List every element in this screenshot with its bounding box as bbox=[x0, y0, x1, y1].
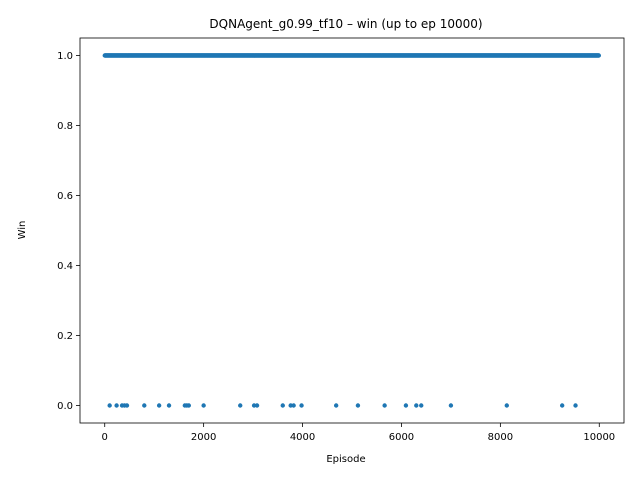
x-axis-label: Episode bbox=[326, 454, 365, 465]
data-point-loss bbox=[156, 403, 162, 408]
plot-frame bbox=[79, 37, 625, 424]
x-tick-label: 6000 bbox=[389, 432, 414, 443]
x-tick-label: 8000 bbox=[488, 432, 513, 443]
data-point-loss bbox=[201, 403, 206, 408]
data-point-loss bbox=[280, 403, 285, 408]
y-axis: 0.0 0.2 0.4 0.6 0.8 1.0 bbox=[57, 51, 80, 412]
data-point-loss bbox=[142, 403, 147, 408]
data-point-loss bbox=[299, 403, 304, 408]
x-tick-label: 10000 bbox=[583, 432, 615, 443]
data-point-loss bbox=[107, 403, 112, 408]
data-point-loss bbox=[419, 403, 424, 408]
data-point-loss bbox=[186, 403, 191, 408]
data-point-win bbox=[596, 53, 602, 58]
y-tick-label: 0.2 bbox=[57, 331, 73, 342]
y-axis-label: Win bbox=[17, 221, 28, 240]
data-point-loss bbox=[403, 403, 409, 408]
data-point-loss bbox=[559, 403, 565, 408]
data-point-loss bbox=[573, 403, 578, 408]
x-axis: 0 2000 4000 6000 8000 10000 bbox=[102, 423, 615, 443]
data-point-loss bbox=[355, 403, 361, 408]
data-point-loss bbox=[166, 403, 172, 408]
data-point-loss bbox=[382, 403, 387, 408]
chart-title: DQNAgent_g0.99_tf10 – win (up to ep 1000… bbox=[209, 17, 482, 31]
data-point-loss bbox=[333, 403, 339, 408]
data-point-loss bbox=[291, 403, 296, 408]
x-tick-label: 0 bbox=[102, 432, 108, 443]
y-tick-label: 0.6 bbox=[57, 191, 73, 202]
data-point-loss bbox=[124, 403, 130, 408]
x-tick-label: 2000 bbox=[191, 432, 216, 443]
y-tick-label: 0.4 bbox=[57, 261, 73, 272]
data-point-loss bbox=[114, 403, 119, 408]
data-point-loss bbox=[504, 403, 509, 408]
y-tick-label: 0.8 bbox=[57, 121, 73, 132]
data-point-loss bbox=[254, 403, 260, 408]
data-point-loss bbox=[238, 403, 243, 408]
y-tick-label: 1.0 bbox=[57, 51, 73, 62]
data-points bbox=[102, 53, 602, 408]
data-point-loss bbox=[448, 403, 454, 408]
data-point-loss bbox=[414, 403, 419, 408]
x-tick-label: 4000 bbox=[290, 432, 315, 443]
y-tick-label: 0.0 bbox=[57, 401, 73, 412]
